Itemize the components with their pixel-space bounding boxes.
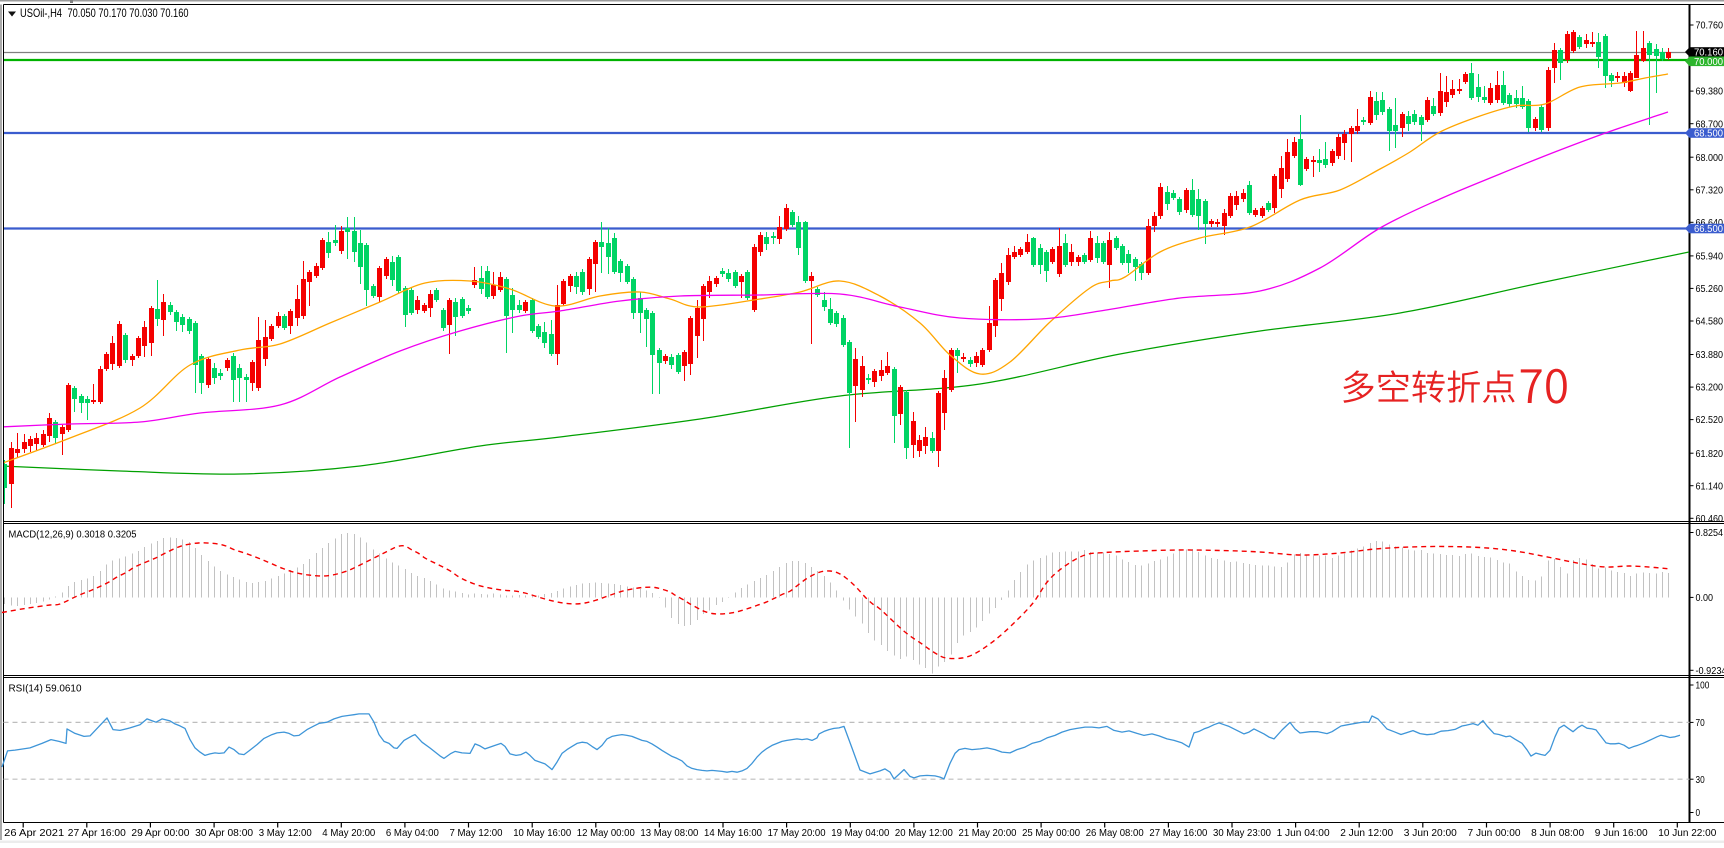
svg-text:30: 30 bbox=[1696, 774, 1705, 786]
svg-text:29 Apr 00:00: 29 Apr 00:00 bbox=[131, 827, 189, 839]
svg-text:30 Apr 08:00: 30 Apr 08:00 bbox=[195, 827, 253, 839]
svg-text:12 May 00:00: 12 May 00:00 bbox=[577, 827, 635, 839]
svg-text:30 May 23:00: 30 May 23:00 bbox=[1213, 827, 1271, 839]
svg-text:10 Jun 22:00: 10 Jun 22:00 bbox=[1658, 827, 1716, 839]
svg-text:0.8254: 0.8254 bbox=[1696, 527, 1724, 539]
svg-text:63.880: 63.880 bbox=[1696, 349, 1724, 361]
svg-text:3 Jun 20:00: 3 Jun 20:00 bbox=[1404, 827, 1457, 839]
svg-text:61.820: 61.820 bbox=[1696, 448, 1724, 460]
svg-text:17 May 20:00: 17 May 20:00 bbox=[768, 827, 826, 839]
svg-text:69.380: 69.380 bbox=[1696, 86, 1724, 98]
svg-text:USOil-,H4: USOil-,H4 bbox=[20, 6, 62, 20]
svg-text:68.000: 68.000 bbox=[1696, 152, 1724, 164]
svg-text:3 May 12:00: 3 May 12:00 bbox=[259, 827, 312, 839]
svg-text:19 May 04:00: 19 May 04:00 bbox=[831, 827, 889, 839]
svg-text:62.520: 62.520 bbox=[1696, 414, 1724, 426]
svg-text:21 May 20:00: 21 May 20:00 bbox=[959, 827, 1017, 839]
svg-text:14 May 16:00: 14 May 16:00 bbox=[704, 827, 762, 839]
svg-text:70: 70 bbox=[1696, 717, 1705, 729]
svg-text:9 Jun 16:00: 9 Jun 16:00 bbox=[1595, 827, 1648, 839]
svg-text:0: 0 bbox=[1696, 807, 1701, 819]
svg-text:13 May 08:00: 13 May 08:00 bbox=[640, 827, 698, 839]
svg-text:68.500: 68.500 bbox=[1694, 128, 1723, 140]
svg-text:64.580: 64.580 bbox=[1696, 316, 1724, 328]
svg-text:1 Jun 04:00: 1 Jun 04:00 bbox=[1277, 827, 1330, 839]
svg-text:20 May 12:00: 20 May 12:00 bbox=[895, 827, 953, 839]
svg-text:RSI(14) 59.0610: RSI(14) 59.0610 bbox=[9, 684, 82, 695]
svg-text:27 May 16:00: 27 May 16:00 bbox=[1149, 827, 1207, 839]
svg-text:MACD(12,26,9) 0.3018 0.3205: MACD(12,26,9) 0.3018 0.3205 bbox=[9, 530, 137, 541]
svg-text:0.00: 0.00 bbox=[1696, 592, 1714, 604]
svg-text:66.500: 66.500 bbox=[1694, 223, 1723, 235]
svg-text:65.260: 65.260 bbox=[1696, 283, 1724, 295]
svg-text:6 May 04:00: 6 May 04:00 bbox=[386, 827, 439, 839]
svg-text:70.760: 70.760 bbox=[1696, 20, 1724, 32]
svg-text:10 May 16:00: 10 May 16:00 bbox=[513, 827, 571, 839]
svg-text:70.050 70.170 70.030 70.160: 70.050 70.170 70.030 70.160 bbox=[68, 6, 189, 20]
svg-text:70.000: 70.000 bbox=[1694, 56, 1723, 68]
svg-text:26 May 08:00: 26 May 08:00 bbox=[1086, 827, 1144, 839]
svg-text:63.200: 63.200 bbox=[1696, 382, 1724, 394]
svg-text:26 Apr 2021: 26 Apr 2021 bbox=[4, 827, 64, 839]
svg-text:60.460: 60.460 bbox=[1696, 513, 1724, 525]
svg-text:65.940: 65.940 bbox=[1696, 251, 1724, 263]
svg-text:67.320: 67.320 bbox=[1696, 184, 1724, 196]
svg-text:7 May 12:00: 7 May 12:00 bbox=[450, 827, 503, 839]
svg-text:-0.9234: -0.9234 bbox=[1696, 665, 1724, 677]
svg-text:4 May 20:00: 4 May 20:00 bbox=[322, 827, 375, 839]
svg-text:61.140: 61.140 bbox=[1696, 480, 1724, 492]
svg-text:25 May 00:00: 25 May 00:00 bbox=[1022, 827, 1080, 839]
svg-text:7 Jun 00:00: 7 Jun 00:00 bbox=[1468, 827, 1521, 839]
svg-text:2 Jun 12:00: 2 Jun 12:00 bbox=[1340, 827, 1393, 839]
svg-text:27 Apr 16:00: 27 Apr 16:00 bbox=[68, 827, 126, 839]
svg-text:100: 100 bbox=[1696, 680, 1710, 692]
svg-text:8 Jun 08:00: 8 Jun 08:00 bbox=[1531, 827, 1584, 839]
